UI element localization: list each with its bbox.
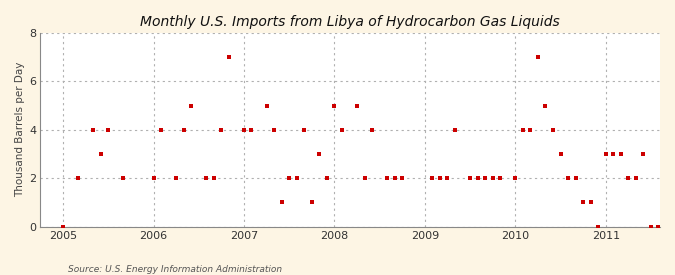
Point [600,152,611,156]
Point [661,224,672,229]
Point [299,128,310,132]
Point [518,128,529,132]
Point [223,55,234,59]
Point [630,176,641,180]
Title: Monthly U.S. Imports from Libya of Hydrocarbon Gas Liquids: Monthly U.S. Imports from Libya of Hydro… [140,15,560,29]
Point [427,176,438,180]
Point [593,224,603,229]
Point [653,224,664,229]
Point [269,128,279,132]
Point [73,176,84,180]
Point [555,152,566,156]
Point [450,128,460,132]
Point [276,200,287,205]
Point [57,224,68,229]
Point [95,152,106,156]
Point [435,176,446,180]
Point [118,176,129,180]
Point [487,176,498,180]
Point [397,176,408,180]
Point [480,176,491,180]
Point [382,176,393,180]
Point [261,103,272,108]
Point [329,103,340,108]
Point [148,176,159,180]
Point [616,152,626,156]
Point [352,103,362,108]
Point [292,176,302,180]
Point [563,176,574,180]
Point [156,128,167,132]
Point [171,176,182,180]
Point [623,176,634,180]
Point [578,200,589,205]
Point [359,176,370,180]
Point [533,55,543,59]
Point [510,176,520,180]
Point [88,128,99,132]
Y-axis label: Thousand Barrels per Day: Thousand Barrels per Day [15,62,25,197]
Point [464,176,475,180]
Point [284,176,294,180]
Point [178,128,189,132]
Point [314,152,325,156]
Point [337,128,348,132]
Point [389,176,400,180]
Point [570,176,581,180]
Point [472,176,483,180]
Point [585,200,596,205]
Point [246,128,257,132]
Text: Source: U.S. Energy Information Administration: Source: U.S. Energy Information Administ… [68,265,281,274]
Point [495,176,506,180]
Point [638,152,649,156]
Point [645,224,656,229]
Point [547,128,558,132]
Point [321,176,332,180]
Point [306,200,317,205]
Point [103,128,113,132]
Point [238,128,249,132]
Point [209,176,219,180]
Point [442,176,453,180]
Point [186,103,196,108]
Point [367,128,377,132]
Point [525,128,536,132]
Point [201,176,212,180]
Point [216,128,227,132]
Point [540,103,551,108]
Point [608,152,619,156]
